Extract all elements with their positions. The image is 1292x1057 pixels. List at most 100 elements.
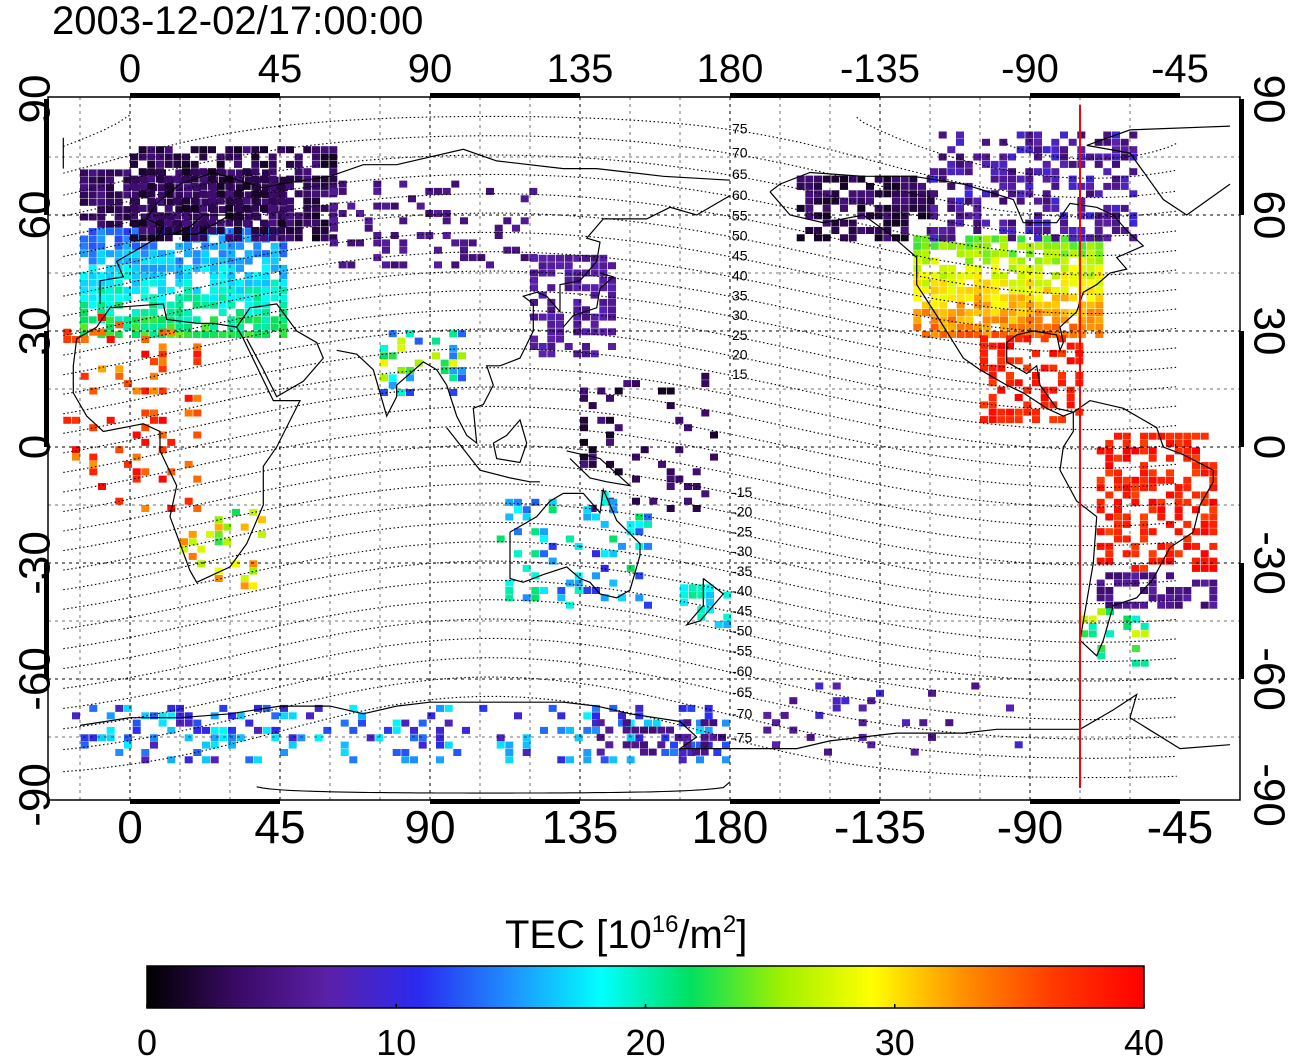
tec-cell <box>1016 175 1025 183</box>
tec-cell <box>106 734 115 742</box>
tec-cell <box>1008 301 1017 309</box>
tec-cell <box>1192 579 1200 587</box>
tec-cell <box>1042 160 1051 168</box>
tec-cell <box>1105 542 1114 550</box>
tec-cell <box>141 505 150 512</box>
tec-cell <box>1103 182 1112 190</box>
tec-cell <box>251 175 260 183</box>
tec-cell <box>218 242 227 250</box>
tec-cell <box>184 191 192 199</box>
tec-cell <box>574 579 583 587</box>
tec-cell <box>1066 386 1075 394</box>
tec-cell <box>573 284 582 292</box>
tec-cell <box>1174 513 1183 521</box>
tec-cell <box>444 704 453 712</box>
tec-cell <box>97 213 106 221</box>
tec-cell <box>114 242 123 250</box>
tec-cell <box>223 523 232 531</box>
tec-cell <box>1095 286 1104 294</box>
tec-cell <box>531 528 540 536</box>
tec-cell <box>164 219 173 227</box>
tec-cell <box>210 264 218 272</box>
tec-cell <box>97 279 106 287</box>
tec-cell <box>930 212 938 220</box>
tec-cell <box>1166 557 1174 565</box>
tec-cell <box>980 364 988 372</box>
tec-cell <box>1094 160 1103 168</box>
tec-cell <box>123 294 132 302</box>
tec-cell <box>1034 234 1042 242</box>
tec-cell <box>1040 386 1049 394</box>
tec-cell <box>1043 301 1052 309</box>
tec-cell <box>939 272 948 280</box>
top-longitude-tick-label: 135 <box>547 47 614 91</box>
tec-cell <box>149 242 158 250</box>
contour-label: -45 <box>732 602 752 618</box>
tec-cell <box>922 309 930 316</box>
tec-cell <box>192 331 201 338</box>
tec-cell <box>97 206 106 214</box>
tec-cell <box>380 359 388 367</box>
tec-cell <box>279 250 288 258</box>
frame-bar-right <box>1239 563 1244 679</box>
tec-cell <box>294 227 303 234</box>
tec-cell <box>150 741 158 749</box>
tec-cell <box>1052 316 1060 324</box>
tec-cell <box>1192 454 1200 462</box>
tec-cell <box>701 409 710 417</box>
tec-cell <box>530 335 538 343</box>
tec-cell <box>72 712 80 720</box>
tec-cell <box>1086 153 1094 161</box>
tec-cell <box>1166 542 1174 550</box>
tec-cell <box>918 182 926 190</box>
tec-cell <box>329 153 338 161</box>
tec-cell <box>974 279 982 287</box>
tec-cell <box>1023 408 1032 416</box>
tec-cell <box>201 301 210 309</box>
tec-cell <box>1008 309 1017 316</box>
tec-cell <box>410 734 418 742</box>
tec-cell <box>1026 272 1034 280</box>
tec-cell <box>1148 476 1157 484</box>
tec-cell <box>1148 550 1157 558</box>
tec-cell <box>97 198 106 206</box>
tec-cell <box>279 331 288 338</box>
tec-cell <box>173 212 182 220</box>
tec-cell <box>132 453 141 461</box>
tec-cell <box>312 160 320 168</box>
tec-cell <box>1174 484 1183 492</box>
tec-cell <box>538 313 547 321</box>
tec-cell <box>253 301 262 309</box>
tec-cell <box>1034 242 1043 250</box>
tec-cell <box>948 316 956 324</box>
tec-cell <box>115 365 124 373</box>
tec-cell <box>158 279 166 287</box>
frame-bar-top <box>730 93 880 98</box>
tec-cell <box>1042 227 1051 234</box>
tec-cell <box>658 460 666 468</box>
tec-cell <box>680 584 688 592</box>
tec-cell <box>244 286 253 294</box>
tec-cell <box>440 359 449 367</box>
tec-cell <box>922 257 930 265</box>
tec-cell <box>216 153 225 161</box>
tec-cell <box>158 328 167 336</box>
tec-cell <box>164 182 173 190</box>
tec-cell <box>228 734 236 742</box>
right-latitude-tick-label: -30 <box>1244 531 1292 595</box>
tec-cell <box>832 704 841 712</box>
tec-cell <box>1157 601 1166 609</box>
tec-cell <box>588 505 597 512</box>
tec-cell <box>614 387 623 395</box>
tec-cell <box>1095 257 1104 265</box>
tec-cell <box>1006 416 1014 424</box>
tec-cell <box>548 506 557 514</box>
tec-cell <box>158 358 167 366</box>
tec-cell <box>1049 401 1058 409</box>
tec-cell <box>330 202 338 210</box>
tec-cell <box>874 212 883 220</box>
tec-cell <box>199 182 208 190</box>
tec-cell <box>294 219 303 227</box>
tec-cell <box>147 175 156 183</box>
left-latitude-tick-label: -90 <box>11 763 60 827</box>
